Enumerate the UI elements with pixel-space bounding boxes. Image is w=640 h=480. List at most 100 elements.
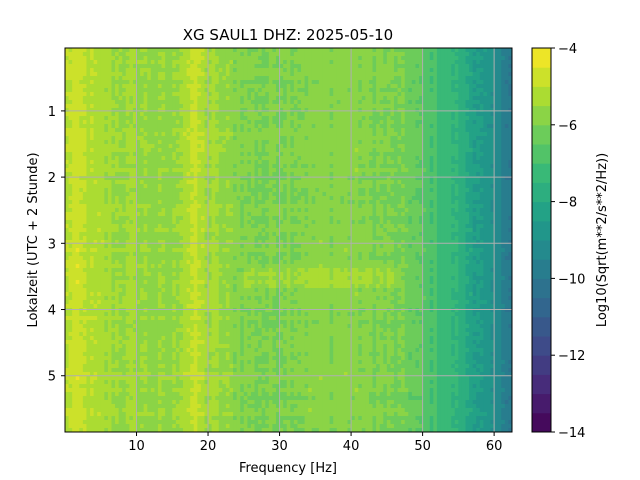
heatmap-cell (72, 76, 77, 81)
heatmap-cell (115, 184, 120, 189)
heatmap-cell (79, 156, 84, 161)
heatmap-cell (376, 76, 381, 81)
heatmap-cell (104, 64, 109, 69)
heatmap-cell (354, 64, 359, 69)
heatmap-cell (279, 116, 284, 121)
heatmap-cell (136, 92, 141, 97)
heatmap-cell (411, 56, 417, 61)
heatmap-cell (215, 152, 220, 157)
heatmap-cell (408, 72, 413, 77)
heatmap-cell (122, 68, 127, 73)
heatmap-cell (107, 144, 113, 149)
heatmap-cell (275, 64, 281, 69)
heatmap-cell (75, 160, 80, 165)
heatmap-cell (340, 156, 345, 161)
heatmap-cell (461, 148, 467, 153)
heatmap-cell (200, 172, 206, 177)
heatmap-cell (393, 80, 399, 85)
heatmap-cell (204, 116, 209, 121)
heatmap-cell (183, 152, 188, 157)
heatmap-cell (140, 116, 145, 121)
heatmap-cell (472, 96, 477, 101)
heatmap-cell (469, 148, 474, 153)
heatmap-cell (175, 128, 181, 133)
heatmap-cell (208, 180, 213, 185)
heatmap-cell (254, 104, 259, 109)
heatmap-cell (293, 136, 299, 141)
heatmap-cell (129, 96, 134, 101)
heatmap-cell (157, 48, 163, 53)
heatmap-cell (240, 68, 245, 73)
heatmap-cell (333, 112, 338, 117)
heatmap-cell (436, 108, 442, 113)
heatmap-cell (250, 116, 256, 121)
heatmap-cell (411, 128, 417, 133)
heatmap-cell (111, 156, 116, 161)
heatmap-cell (90, 152, 95, 157)
heatmap-cell (175, 180, 181, 185)
heatmap-cell (283, 68, 288, 73)
heatmap-cell (190, 72, 195, 77)
heatmap-cell (361, 56, 366, 61)
heatmap-cell (508, 56, 512, 61)
heatmap-cell (483, 200, 488, 205)
heatmap-cell (336, 112, 341, 117)
heatmap-cell (326, 52, 331, 57)
heatmap-cell (125, 132, 130, 137)
heatmap-cell (315, 60, 320, 65)
heatmap-cell (240, 160, 245, 165)
heatmap-cell (390, 48, 395, 53)
heatmap-cell (304, 76, 309, 81)
heatmap-cell (65, 132, 70, 137)
heatmap-cell (393, 108, 399, 113)
heatmap-cell (104, 180, 109, 185)
heatmap-cell (265, 200, 270, 205)
heatmap-cell (111, 144, 116, 149)
heatmap-cell (368, 172, 374, 177)
heatmap-cell (215, 96, 220, 101)
heatmap-cell (215, 176, 220, 181)
heatmap-cell (261, 100, 266, 105)
heatmap-cell (272, 128, 277, 133)
heatmap-cell (365, 48, 370, 53)
heatmap-cell (343, 204, 349, 209)
heatmap-cell (261, 188, 266, 193)
heatmap-cell (140, 104, 145, 109)
heatmap-cell (386, 60, 392, 65)
heatmap-cell (136, 52, 141, 57)
heatmap-cell (461, 196, 467, 201)
heatmap-cell (197, 104, 202, 109)
heatmap-cell (168, 76, 173, 81)
heatmap-cell (229, 152, 234, 157)
heatmap-cell (82, 108, 88, 113)
heatmap-cell (240, 148, 245, 153)
heatmap-cell (97, 128, 102, 133)
heatmap-cell (265, 176, 270, 181)
heatmap-cell (419, 200, 424, 205)
heatmap-cell (104, 76, 109, 81)
heatmap-cell (161, 60, 166, 65)
heatmap-cell (215, 64, 220, 69)
heatmap-cell (451, 76, 456, 81)
heatmap-cell (476, 116, 481, 121)
heatmap-cell (444, 84, 449, 89)
heatmap-cell (333, 128, 338, 133)
heatmap-cell (390, 184, 395, 189)
heatmap-cell (372, 104, 377, 109)
heatmap-cell (118, 184, 123, 189)
heatmap-cell (208, 136, 213, 141)
heatmap-cell (297, 200, 302, 205)
heatmap-cell (154, 184, 159, 189)
heatmap-cell (72, 48, 77, 53)
heatmap-cell (211, 200, 216, 205)
heatmap-cell (397, 96, 402, 101)
heatmap-cell (254, 116, 259, 121)
heatmap-cell (150, 168, 155, 173)
heatmap-cell (358, 80, 363, 85)
heatmap-cell (190, 52, 195, 57)
heatmap-cell (401, 168, 406, 173)
heatmap-cell (218, 164, 223, 169)
heatmap-cell (436, 56, 442, 61)
heatmap-cell (301, 80, 306, 85)
heatmap-cell (168, 64, 173, 69)
